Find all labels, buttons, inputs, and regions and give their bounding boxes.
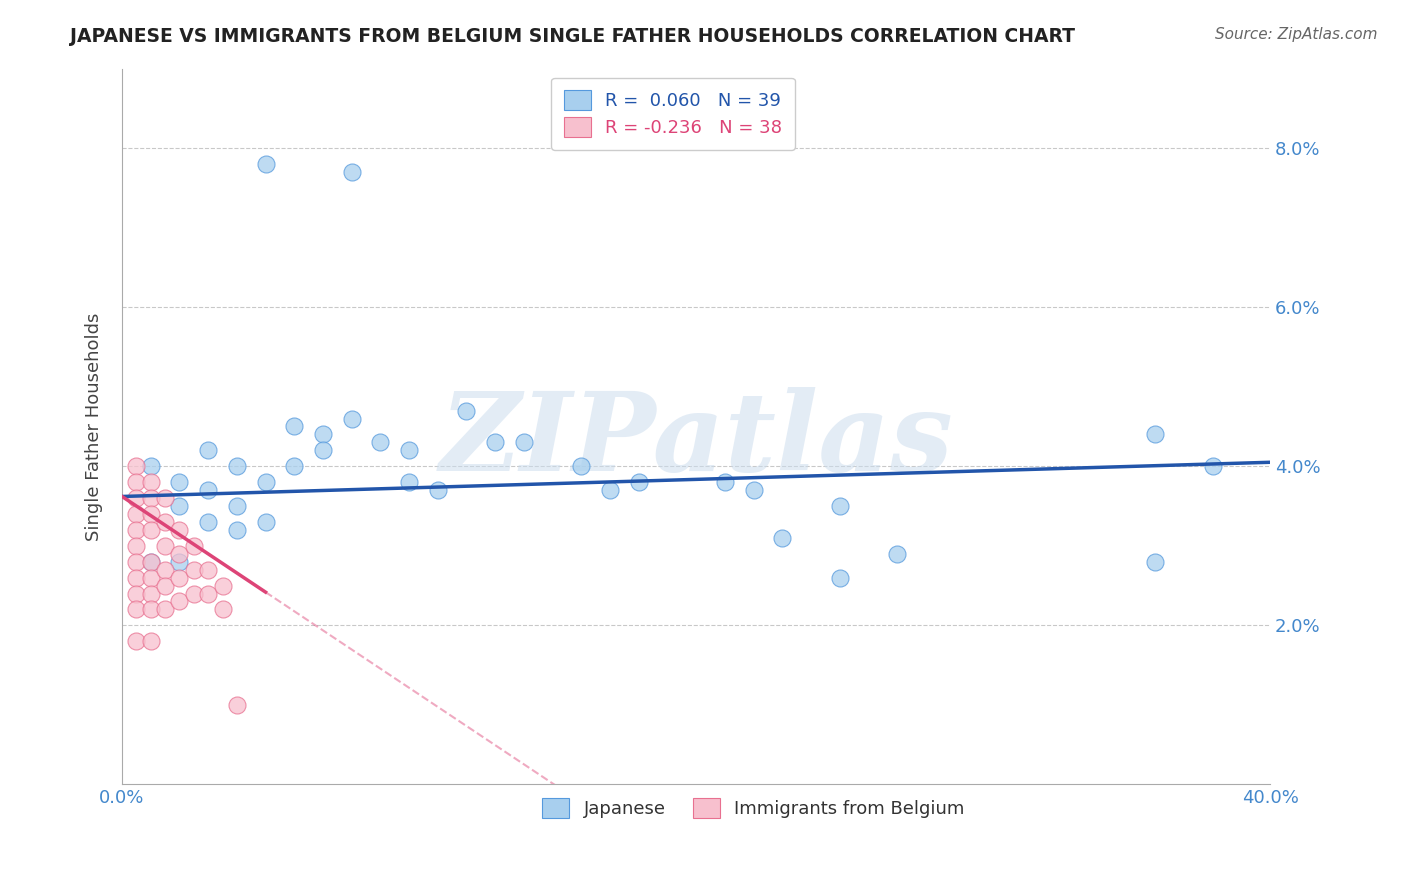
Point xyxy=(183,563,205,577)
Point xyxy=(211,578,233,592)
Point xyxy=(225,698,247,712)
Point xyxy=(125,602,148,616)
Point xyxy=(125,634,148,648)
Legend: Japanese, Immigrants from Belgium: Japanese, Immigrants from Belgium xyxy=(536,791,972,825)
Point xyxy=(153,578,176,592)
Point xyxy=(139,475,162,490)
Point xyxy=(197,443,219,458)
Point xyxy=(139,586,162,600)
Point xyxy=(513,435,536,450)
Point xyxy=(398,443,420,458)
Point xyxy=(139,459,162,474)
Point xyxy=(828,571,851,585)
Point xyxy=(599,483,621,497)
Point xyxy=(153,539,176,553)
Point xyxy=(169,594,191,608)
Point xyxy=(714,475,737,490)
Point xyxy=(139,571,162,585)
Point xyxy=(125,491,148,505)
Point xyxy=(125,586,148,600)
Y-axis label: Single Father Households: Single Father Households xyxy=(86,312,103,541)
Point xyxy=(1144,427,1167,442)
Point xyxy=(153,563,176,577)
Point xyxy=(254,157,277,171)
Point xyxy=(770,531,793,545)
Text: Source: ZipAtlas.com: Source: ZipAtlas.com xyxy=(1215,27,1378,42)
Point xyxy=(225,499,247,513)
Point xyxy=(183,539,205,553)
Point xyxy=(1144,555,1167,569)
Point xyxy=(125,555,148,569)
Point xyxy=(225,459,247,474)
Point xyxy=(125,539,148,553)
Point xyxy=(169,499,191,513)
Point xyxy=(225,523,247,537)
Point xyxy=(139,634,162,648)
Point xyxy=(139,507,162,521)
Point xyxy=(169,547,191,561)
Point xyxy=(197,483,219,497)
Point xyxy=(139,555,162,569)
Point xyxy=(340,411,363,425)
Point xyxy=(283,459,305,474)
Point xyxy=(139,523,162,537)
Point xyxy=(125,459,148,474)
Point xyxy=(398,475,420,490)
Point xyxy=(197,515,219,529)
Point xyxy=(139,555,162,569)
Point xyxy=(153,491,176,505)
Point xyxy=(139,602,162,616)
Point xyxy=(139,491,162,505)
Text: ZIPatlas: ZIPatlas xyxy=(439,387,953,494)
Point xyxy=(153,515,176,529)
Point xyxy=(169,571,191,585)
Point xyxy=(370,435,392,450)
Point xyxy=(169,523,191,537)
Point xyxy=(426,483,449,497)
Point xyxy=(125,475,148,490)
Point xyxy=(254,475,277,490)
Point xyxy=(742,483,765,497)
Point xyxy=(340,165,363,179)
Point xyxy=(183,586,205,600)
Point xyxy=(125,571,148,585)
Point xyxy=(125,523,148,537)
Point xyxy=(153,602,176,616)
Point xyxy=(312,427,335,442)
Point xyxy=(312,443,335,458)
Point xyxy=(254,515,277,529)
Point xyxy=(569,459,592,474)
Point xyxy=(169,555,191,569)
Point xyxy=(1202,459,1225,474)
Point xyxy=(828,499,851,513)
Point xyxy=(484,435,506,450)
Point xyxy=(211,602,233,616)
Point xyxy=(283,419,305,434)
Point xyxy=(886,547,908,561)
Point xyxy=(627,475,650,490)
Point xyxy=(169,475,191,490)
Point xyxy=(456,403,478,417)
Point xyxy=(125,507,148,521)
Text: JAPANESE VS IMMIGRANTS FROM BELGIUM SINGLE FATHER HOUSEHOLDS CORRELATION CHART: JAPANESE VS IMMIGRANTS FROM BELGIUM SING… xyxy=(70,27,1076,45)
Point xyxy=(197,563,219,577)
Point xyxy=(197,586,219,600)
